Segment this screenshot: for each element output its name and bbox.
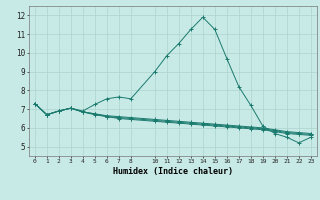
X-axis label: Humidex (Indice chaleur): Humidex (Indice chaleur) — [113, 167, 233, 176]
